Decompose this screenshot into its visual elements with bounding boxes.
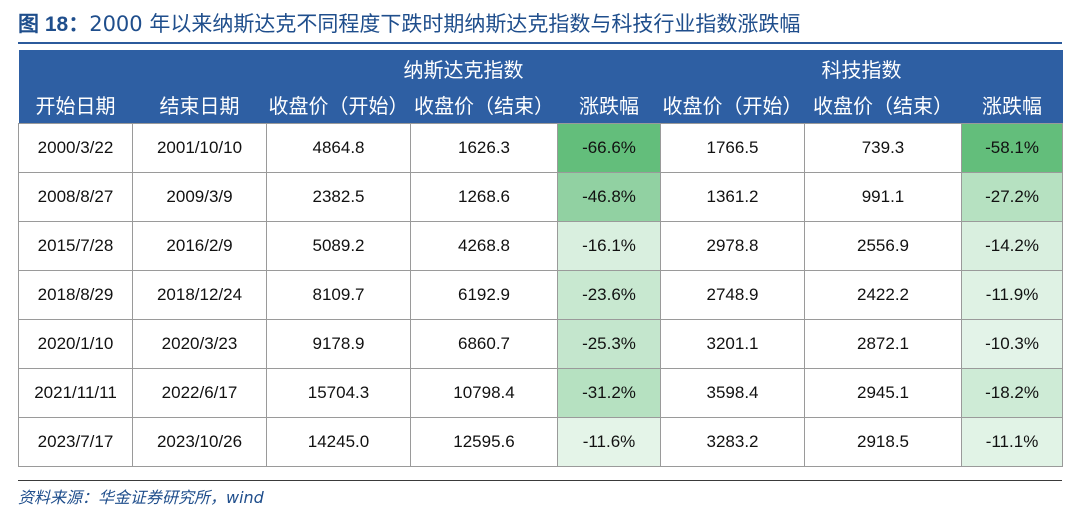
cell-tech-close: 2556.9 xyxy=(804,221,962,271)
caption-prefix: 图 18： xyxy=(18,13,90,36)
cell-end-date: 2020/3/23 xyxy=(132,319,267,369)
figure-caption: 图 18：2000 年以来纳斯达克不同程度下跌时期纳斯达克指数与科技行业指数涨跌… xyxy=(18,6,800,42)
cell-nasdaq-close: 6860.7 xyxy=(410,319,558,369)
table-row: 2021/11/11 2022/6/17 15704.3 10798.4 -31.2% 3… xyxy=(18,368,1064,418)
cell-tech-change: -11.9% xyxy=(960,270,1064,320)
col-nasdaq-change: 涨跌幅 xyxy=(557,86,661,124)
caption-text: 2000 年以来纳斯达克不同程度下跌时期纳斯达克指数与科技行业指数涨跌幅 xyxy=(89,12,801,36)
cell-nasdaq-change: -25.3% xyxy=(557,319,661,369)
cell-tech-change: -18.2% xyxy=(960,368,1064,418)
cell-nasdaq-open: 2382.5 xyxy=(266,172,411,222)
cell-tech-close: 2872.1 xyxy=(804,319,962,369)
cell-nasdaq-close: 1268.6 xyxy=(410,172,558,222)
cell-tech-change: -14.2% xyxy=(960,221,1064,271)
cell-end-date: 2022/6/17 xyxy=(132,368,267,418)
table-row: 2023/7/17 2023/10/26 14245.0 12595.6 -11.6% 3… xyxy=(18,417,1064,467)
cell-tech-open: 3283.2 xyxy=(660,417,805,467)
cell-tech-change: -58.1% xyxy=(960,123,1064,173)
group-header-tech: 科技指数 xyxy=(660,50,1063,86)
col-tech-open: 收盘价（开始） xyxy=(660,86,805,124)
cell-end-date: 2009/3/9 xyxy=(132,172,267,222)
cell-tech-close: 991.1 xyxy=(804,172,962,222)
cell-tech-close: 2945.1 xyxy=(804,368,962,418)
cell-nasdaq-change: -11.6% xyxy=(557,417,661,467)
source-rule xyxy=(18,480,1062,481)
cell-end-date: 2023/10/26 xyxy=(132,417,267,467)
cell-tech-close: 2918.5 xyxy=(804,417,962,467)
cell-tech-open: 2748.9 xyxy=(660,270,805,320)
cell-tech-open: 2978.8 xyxy=(660,221,805,271)
cell-tech-change: -27.2% xyxy=(960,172,1064,222)
cell-tech-close: 739.3 xyxy=(804,123,962,173)
col-tech-change: 涨跌幅 xyxy=(961,86,1063,124)
cell-nasdaq-change: -46.8% xyxy=(557,172,661,222)
col-end-date: 结束日期 xyxy=(132,86,267,124)
col-start-date: 开始日期 xyxy=(18,86,133,124)
cell-start-date: 2023/7/17 xyxy=(18,417,133,467)
cell-nasdaq-open: 4864.8 xyxy=(266,123,411,173)
table-row: 2020/1/10 2020/3/23 9178.9 6860.7 -25.3% 3201… xyxy=(18,319,1064,369)
group-header-nasdaq: 纳斯达克指数 xyxy=(266,50,661,86)
cell-start-date: 2008/8/27 xyxy=(18,172,133,222)
cell-nasdaq-close: 1626.3 xyxy=(410,123,558,173)
cell-start-date: 2015/7/28 xyxy=(18,221,133,271)
cell-nasdaq-open: 8109.7 xyxy=(266,270,411,320)
cell-tech-open: 1766.5 xyxy=(660,123,805,173)
cell-start-date: 2000/3/22 xyxy=(18,123,133,173)
cell-start-date: 2018/8/29 xyxy=(18,270,133,320)
caption-rule xyxy=(18,42,1062,44)
data-table: 纳斯达克指数 科技指数 开始日期 结束日期 收盘价（开始） 收盘价（结束） 涨跌… xyxy=(18,50,1064,467)
cell-start-date: 2021/11/11 xyxy=(18,368,133,418)
cell-end-date: 2016/2/9 xyxy=(132,221,267,271)
table-row: 2008/8/27 2009/3/9 2382.5 1268.6 -46.8% 1361.… xyxy=(18,172,1064,222)
cell-tech-close: 2422.2 xyxy=(804,270,962,320)
table-body: 2000/3/22 2001/10/10 4864.8 1626.3 -66.6% 176… xyxy=(18,123,1064,467)
cell-end-date: 2001/10/10 xyxy=(132,123,267,173)
cell-tech-open: 3598.4 xyxy=(660,368,805,418)
col-nasdaq-close: 收盘价（结束） xyxy=(410,86,558,124)
col-tech-close: 收盘价（结束） xyxy=(804,86,962,124)
cell-start-date: 2020/1/10 xyxy=(18,319,133,369)
table-row: 2015/7/28 2016/2/9 5089.2 4268.8 -16.1% 2978.… xyxy=(18,221,1064,271)
group-header-blank xyxy=(132,50,267,86)
cell-nasdaq-change: -66.6% xyxy=(557,123,661,173)
cell-tech-open: 1361.2 xyxy=(660,172,805,222)
cell-end-date: 2018/12/24 xyxy=(132,270,267,320)
cell-tech-change: -10.3% xyxy=(960,319,1064,369)
table-row: 2018/8/29 2018/12/24 8109.7 6192.9 -23.6% 274… xyxy=(18,270,1064,320)
col-nasdaq-open: 收盘价（开始） xyxy=(266,86,411,124)
cell-nasdaq-close: 4268.8 xyxy=(410,221,558,271)
cell-nasdaq-open: 9178.9 xyxy=(266,319,411,369)
cell-nasdaq-close: 10798.4 xyxy=(410,368,558,418)
column-header-row: 开始日期 结束日期 收盘价（开始） 收盘价（结束） 涨跌幅 收盘价（开始） 收盘… xyxy=(18,86,1063,124)
cell-nasdaq-close: 6192.9 xyxy=(410,270,558,320)
cell-nasdaq-change: -31.2% xyxy=(557,368,661,418)
cell-tech-change: -11.1% xyxy=(960,417,1064,467)
cell-nasdaq-open: 15704.3 xyxy=(266,368,411,418)
cell-nasdaq-close: 12595.6 xyxy=(410,417,558,467)
cell-nasdaq-open: 5089.2 xyxy=(266,221,411,271)
group-header-row: 纳斯达克指数 科技指数 xyxy=(18,50,1063,86)
cell-nasdaq-open: 14245.0 xyxy=(266,417,411,467)
cell-nasdaq-change: -16.1% xyxy=(557,221,661,271)
cell-tech-open: 3201.1 xyxy=(660,319,805,369)
group-header-blank xyxy=(18,50,133,86)
source-note: 资料来源：华金证券研究所，wind xyxy=(18,488,264,507)
table-row: 2000/3/22 2001/10/10 4864.8 1626.3 -66.6% 176… xyxy=(18,123,1064,173)
cell-nasdaq-change: -23.6% xyxy=(557,270,661,320)
